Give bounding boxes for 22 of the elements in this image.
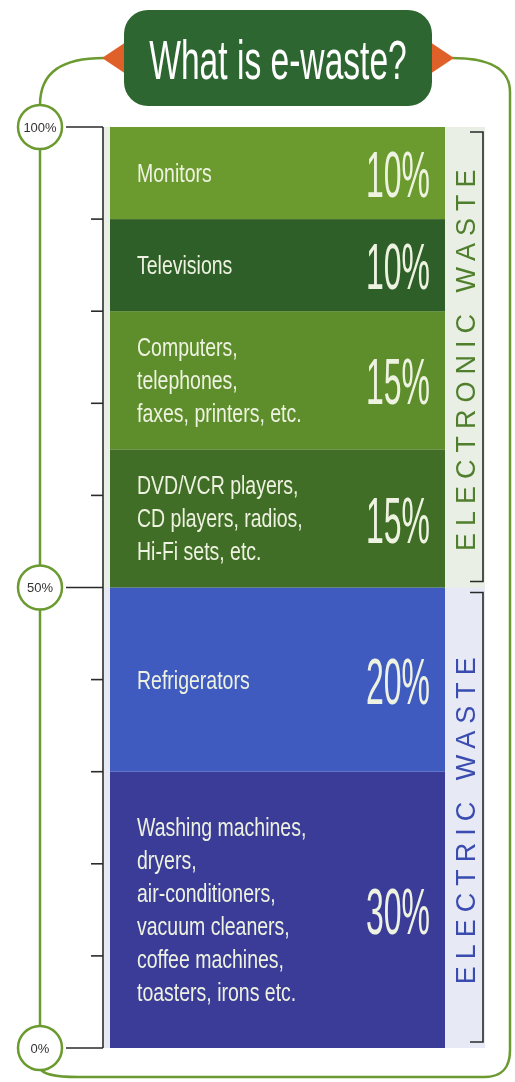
bar bbox=[110, 127, 445, 220]
y-tick-label: 100% bbox=[23, 119, 58, 135]
y-tick-label: 0% bbox=[30, 1040, 50, 1056]
bar bbox=[110, 449, 445, 588]
data-label: 10% bbox=[365, 139, 430, 212]
series-label: Televisions bbox=[137, 250, 233, 280]
series-label: Washing machines, dryers, air-conditioners, vacuum cleaners, coffee machines, toasters, irons etc. bbox=[137, 812, 307, 1008]
bar bbox=[110, 311, 445, 450]
data-label: 10% bbox=[365, 231, 430, 304]
data-label: 30% bbox=[365, 875, 430, 948]
data-label: 20% bbox=[365, 645, 430, 718]
series-label: DVD/VCR players, CD players, radios, Hi-Fi sets, etc. bbox=[137, 470, 303, 567]
bar bbox=[110, 219, 445, 312]
chart-title: What is e-waste? bbox=[149, 28, 407, 92]
series-label: Monitors bbox=[137, 158, 212, 188]
y-tick-label: 50% bbox=[26, 580, 54, 595]
series-label: Refrigerators bbox=[137, 664, 250, 695]
band-label: ELECTRIC WASTE bbox=[451, 650, 481, 985]
band-label: ELECTRONIC WASTE bbox=[451, 162, 481, 552]
series-label: Computers, telephones, faxes, printers, etc. bbox=[137, 332, 302, 428]
data-label: 15% bbox=[365, 484, 430, 557]
data-label: 15% bbox=[365, 346, 430, 419]
